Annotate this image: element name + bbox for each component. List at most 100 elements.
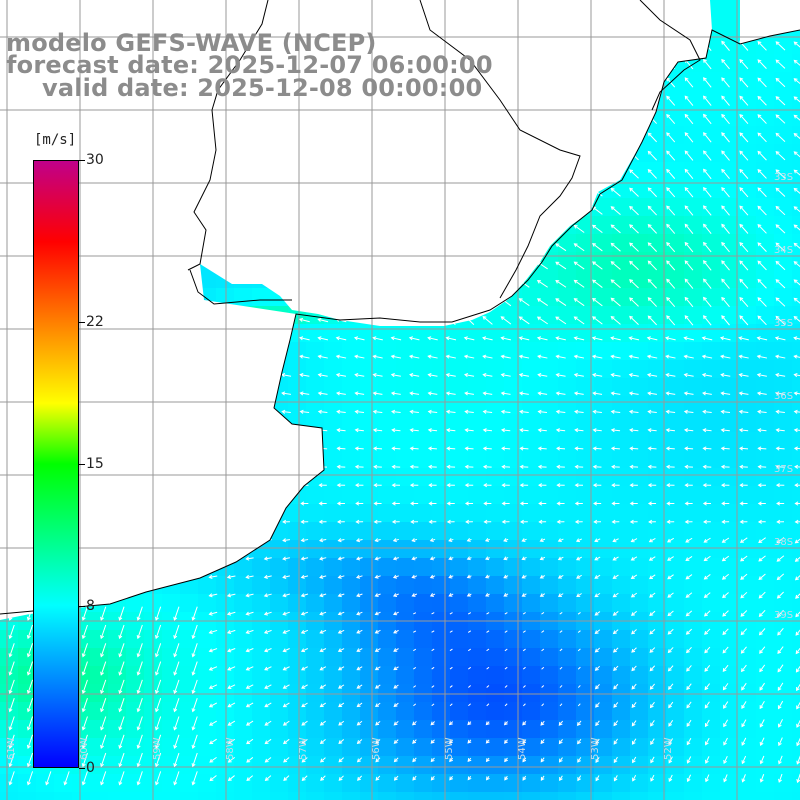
wind-arrow: [611, 464, 620, 469]
wind-speed-cell: [396, 504, 415, 523]
wind-speed-cell: [684, 450, 703, 469]
wind-speed-cell: [486, 360, 505, 379]
wind-speed-cell: [486, 378, 505, 397]
forecast-date: forecast date: 2025-12-07 06:00:00: [6, 51, 493, 79]
wind-arrow: [482, 297, 493, 307]
wind-arrow: [463, 336, 475, 341]
wind-arrow: [246, 738, 254, 745]
wind-speed-cell: [612, 792, 631, 800]
wind-arrow: [485, 556, 490, 561]
wind-speed-cell: [792, 342, 800, 361]
wind-speed-cell: [702, 486, 721, 505]
wind-speed-cell: [576, 432, 595, 451]
wind-arrow: [467, 721, 472, 726]
wind-arrow: [411, 593, 418, 597]
wind-arrow: [263, 428, 273, 433]
wind-speed-cell: [180, 720, 199, 739]
wind-speed-cell: [450, 450, 469, 469]
wind-arrow: [647, 391, 657, 396]
wind-speed-cell: [198, 792, 217, 800]
wind-arrow: [592, 428, 602, 433]
wind-speed-cell: [702, 720, 721, 739]
wind-speed-cell: [720, 144, 739, 163]
colorbar-tick-label: 22: [86, 314, 104, 331]
wind-speed-cell: [162, 702, 181, 721]
wind-arrow: [649, 665, 656, 672]
latitude-label: 34S: [774, 245, 793, 256]
wind-arrow: [666, 59, 676, 70]
wind-speed-cell: [252, 576, 271, 595]
wind-arrow: [281, 464, 291, 469]
wind-arrow: [281, 483, 291, 488]
wind-arrow: [537, 409, 548, 414]
wind-arrow: [336, 391, 346, 396]
wind-arrow: [504, 739, 508, 744]
wind-speed-cell: [720, 378, 739, 397]
wind-arrow: [449, 666, 453, 670]
wind-speed-cell: [126, 666, 145, 685]
wind-arrow: [372, 409, 383, 414]
wind-arrow: [686, 701, 692, 709]
wind-speed-cell: [612, 630, 631, 649]
wind-arrow: [741, 755, 747, 765]
wind-arrow: [775, 77, 786, 88]
wind-speed-cell: [630, 558, 649, 577]
wind-speed-cell: [180, 684, 199, 703]
wind-arrow: [704, 628, 711, 635]
wind-speed-cell: [540, 684, 559, 703]
wind-speed-cell: [666, 504, 685, 523]
wind-arrow: [409, 391, 420, 396]
wind-arrow: [647, 59, 657, 69]
wind-speed-cell: [378, 684, 397, 703]
wind-arrow: [319, 556, 327, 561]
wind-arrow: [154, 698, 162, 713]
wind-speed-cell: [666, 774, 685, 793]
wind-speed-cell: [558, 450, 577, 469]
wind-arrow: [739, 95, 749, 106]
wind-speed-cell: [594, 288, 613, 307]
wind-arrow: [482, 428, 492, 433]
wind-arrow: [227, 519, 236, 524]
wind-arrow: [208, 702, 218, 708]
wind-speed-cell: [774, 414, 793, 433]
wind-arrow: [299, 409, 310, 414]
wind-arrow: [777, 682, 784, 691]
wind-arrow: [537, 446, 547, 451]
wind-speed-cell: [486, 504, 505, 523]
wind-speed-cell: [774, 144, 793, 163]
wind-arrow: [227, 702, 236, 708]
wind-speed-cell: [540, 252, 559, 271]
wind-arrow: [555, 409, 566, 414]
wind-arrow: [337, 648, 345, 653]
wind-speed-cell: [450, 666, 469, 685]
wind-arrow: [556, 464, 565, 469]
wind-arrow: [702, 483, 712, 488]
wind-arrow: [666, 113, 676, 125]
wind-speed-cell: [720, 576, 739, 595]
wind-speed-cell: [702, 468, 721, 487]
wind-arrow: [448, 556, 454, 561]
wind-speed-cell: [576, 630, 595, 649]
wind-speed-cell: [702, 198, 721, 217]
wind-arrow: [391, 483, 401, 488]
wind-speed-cell: [252, 756, 271, 775]
wind-arrow: [648, 574, 656, 580]
wind-arrow: [665, 336, 676, 341]
wind-arrow: [592, 372, 603, 378]
wind-arrow: [720, 464, 730, 469]
wind-arrow: [665, 409, 676, 414]
wind-arrow: [594, 629, 601, 635]
wind-arrow: [775, 96, 786, 106]
wind-arrow: [793, 224, 800, 231]
wind-arrow: [778, 773, 783, 783]
wind-speed-cell: [396, 558, 415, 577]
wind-arrow: [300, 611, 309, 616]
wind-arrow: [282, 593, 290, 598]
wind-speed-cell: [540, 450, 559, 469]
wind-speed-cell: [288, 342, 307, 361]
wind-speed-cell: [0, 630, 19, 649]
wind-speed-cell: [342, 522, 361, 541]
wind-speed-cell: [612, 198, 631, 217]
wind-speed-cell: [756, 666, 775, 685]
wind-arrow: [739, 296, 749, 308]
